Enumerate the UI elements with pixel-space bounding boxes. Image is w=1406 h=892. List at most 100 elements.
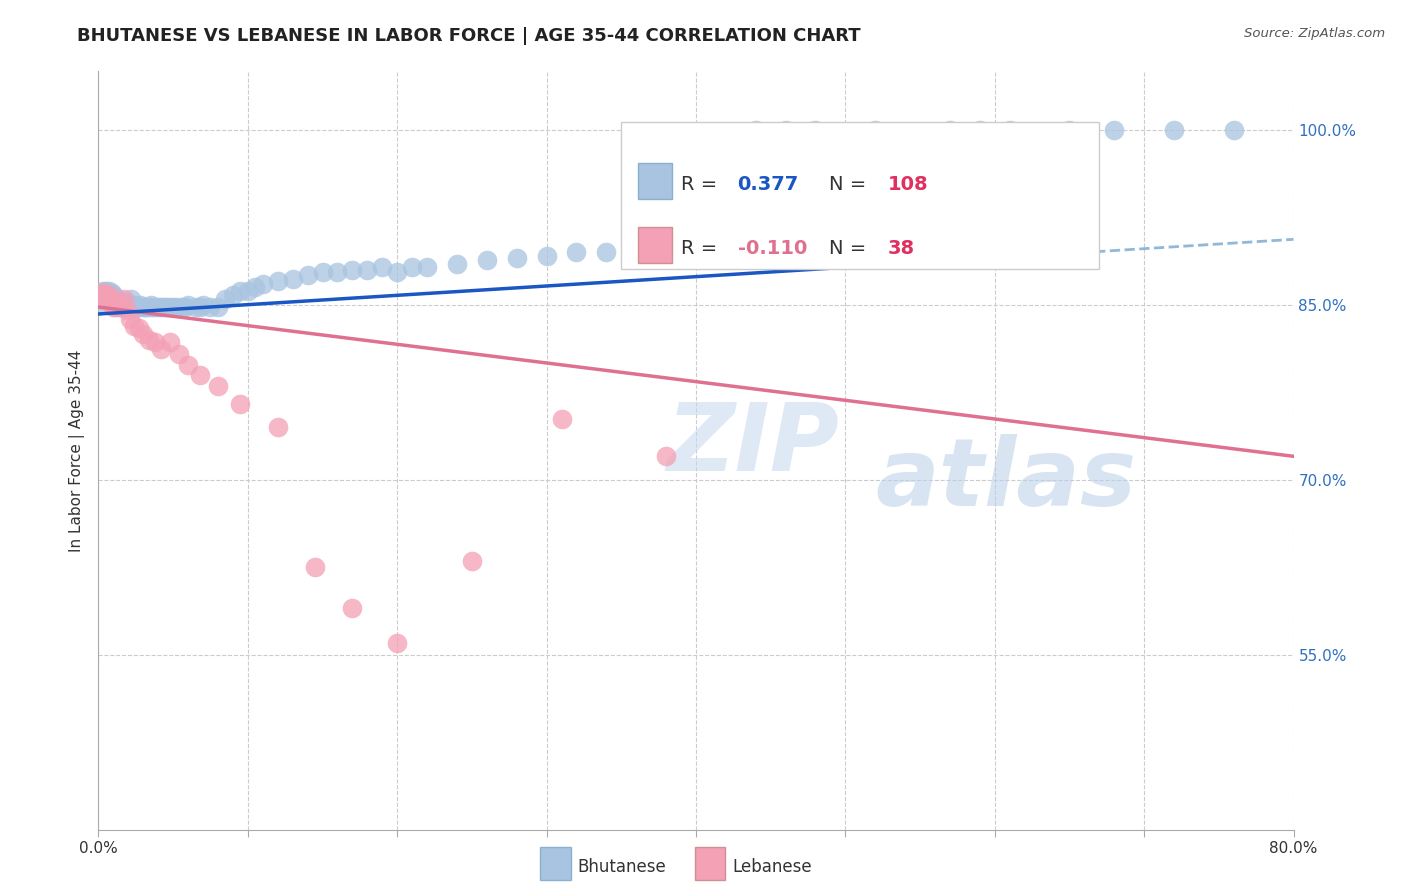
- Point: [356, 262, 378, 277]
- Point: [108, 298, 131, 312]
- Point: [105, 298, 128, 312]
- Text: Source: ZipAtlas.com: Source: ZipAtlas.com: [1244, 27, 1385, 40]
- Point: [110, 300, 132, 314]
- Point: [107, 292, 129, 306]
- Point: [267, 274, 290, 288]
- Point: [685, 239, 707, 253]
- Point: [139, 298, 162, 312]
- Point: [214, 292, 236, 306]
- Point: [148, 300, 170, 314]
- Point: [94, 284, 117, 298]
- Point: [281, 272, 304, 286]
- Point: [128, 300, 150, 314]
- Point: [775, 122, 797, 136]
- Point: [93, 292, 115, 306]
- Point: [267, 420, 290, 434]
- Point: [745, 122, 768, 136]
- Text: Lebanese: Lebanese: [733, 858, 813, 876]
- Point: [655, 239, 678, 253]
- Point: [385, 265, 409, 279]
- Point: [229, 397, 252, 411]
- Point: [112, 298, 135, 312]
- Point: [89, 288, 111, 302]
- Point: [191, 298, 214, 312]
- Point: [174, 300, 197, 314]
- Point: [385, 636, 409, 650]
- Point: [342, 601, 364, 615]
- Point: [110, 300, 132, 314]
- Point: [229, 284, 252, 298]
- Point: [200, 300, 222, 314]
- Point: [297, 268, 319, 283]
- Point: [655, 450, 678, 464]
- Point: [93, 285, 115, 300]
- Point: [98, 292, 122, 306]
- Point: [101, 295, 124, 310]
- Text: R =: R =: [682, 239, 724, 258]
- Point: [129, 298, 152, 312]
- Point: [536, 249, 558, 263]
- Point: [222, 288, 245, 302]
- Point: [595, 245, 617, 260]
- Point: [105, 292, 128, 306]
- Point: [107, 300, 129, 314]
- Point: [834, 216, 856, 230]
- Point: [446, 257, 468, 271]
- Point: [90, 285, 112, 300]
- Point: [207, 379, 229, 393]
- Point: [110, 295, 132, 310]
- Point: [143, 334, 166, 349]
- Point: [311, 265, 333, 279]
- Point: [127, 300, 149, 314]
- Point: [103, 292, 125, 306]
- Point: [252, 277, 274, 291]
- Point: [550, 412, 572, 426]
- Point: [804, 122, 827, 136]
- Point: [98, 288, 122, 302]
- Point: [117, 298, 139, 312]
- Point: [714, 234, 737, 248]
- Point: [90, 285, 112, 300]
- Point: [1059, 122, 1081, 136]
- Point: [998, 122, 1021, 136]
- Point: [91, 284, 114, 298]
- Point: [132, 326, 155, 341]
- Point: [506, 251, 529, 265]
- Point: [132, 300, 155, 314]
- Point: [104, 300, 127, 314]
- Point: [107, 295, 129, 310]
- Text: -0.110: -0.110: [738, 239, 807, 258]
- Point: [969, 122, 991, 136]
- Point: [236, 284, 259, 298]
- Point: [121, 300, 143, 314]
- Point: [90, 292, 112, 306]
- Point: [94, 288, 117, 302]
- Point: [416, 260, 439, 275]
- Point: [93, 288, 115, 302]
- Point: [97, 284, 120, 298]
- Point: [371, 260, 394, 275]
- Point: [155, 300, 177, 314]
- Point: [138, 300, 160, 314]
- Point: [91, 292, 114, 306]
- Point: [1223, 122, 1246, 136]
- Point: [342, 262, 364, 277]
- Point: [96, 285, 118, 300]
- Point: [97, 288, 120, 302]
- Point: [1163, 122, 1185, 136]
- Point: [304, 560, 326, 574]
- Point: [115, 303, 138, 318]
- Point: [150, 342, 173, 356]
- Point: [125, 300, 148, 314]
- Point: [184, 300, 207, 314]
- Point: [97, 288, 120, 302]
- Point: [167, 346, 190, 360]
- Point: [89, 298, 111, 312]
- Point: [94, 292, 117, 306]
- Point: [90, 292, 112, 306]
- Text: atlas: atlas: [876, 434, 1136, 525]
- Point: [96, 292, 118, 306]
- Point: [118, 300, 141, 314]
- Point: [98, 295, 122, 310]
- Text: 0.377: 0.377: [738, 176, 799, 194]
